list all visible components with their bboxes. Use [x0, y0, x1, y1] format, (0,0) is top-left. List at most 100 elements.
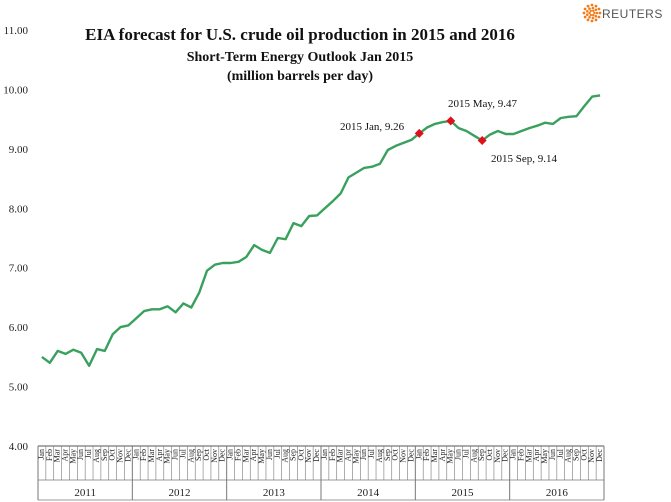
- production-line: [41, 94, 601, 367]
- logo-dot: [588, 15, 591, 19]
- year-label: 2013: [263, 487, 286, 499]
- month-tick-label: Feb: [139, 449, 148, 461]
- month-tick-label: Sep: [571, 449, 580, 461]
- reuters-logo: REUTERS: [582, 3, 663, 23]
- month-tick-label: Aug: [375, 449, 384, 463]
- month-tick-label: May: [540, 449, 549, 464]
- month-tick-label: Oct: [579, 448, 588, 460]
- month-tick-label: Jun: [548, 449, 557, 460]
- month-tick-label: Sep: [100, 449, 109, 461]
- month-tick-label: Nov: [399, 449, 408, 463]
- month-tick-label: Jan: [226, 449, 235, 460]
- annotation-may: 2015 May, 9.47: [448, 98, 517, 110]
- month-tick-label: Aug: [186, 449, 195, 463]
- month-tick-label: Dec: [312, 449, 321, 462]
- highlight-marker: [414, 128, 424, 138]
- logo-dot: [583, 15, 587, 19]
- month-tick-label: Jan: [414, 449, 423, 460]
- month-tick-label: Feb: [45, 449, 54, 461]
- logo-dot: [594, 18, 598, 22]
- month-tick-label: Mar: [524, 449, 533, 463]
- logo-dot: [593, 11, 596, 15]
- logo-dot: [592, 9, 595, 13]
- month-tick-label: Aug: [564, 449, 573, 463]
- month-tick-label: Nov: [587, 449, 596, 463]
- month-tick-label: Jun: [76, 449, 85, 460]
- y-tick-label: 8.00: [9, 203, 29, 215]
- logo-dot: [592, 13, 595, 17]
- month-tick-label: Jun: [454, 449, 463, 460]
- y-tick-label: 4.00: [9, 441, 29, 453]
- logo-dot: [586, 4, 590, 8]
- chart-title: EIA forecast for U.S. crude oil producti…: [85, 25, 515, 44]
- logo-dot: [586, 18, 590, 22]
- month-tick-label: Mar: [53, 449, 62, 463]
- month-tick-label: Jun: [265, 449, 274, 460]
- month-tick-label: Mar: [336, 449, 345, 463]
- month-tick-label: Sep: [477, 449, 486, 461]
- chart-subtitle: Short-Term Energy Outlook Jan 2015: [187, 50, 414, 65]
- annotation-sep: 2015 Sep, 9.14: [491, 153, 558, 165]
- month-tick-label: Jul: [461, 448, 470, 458]
- month-tick-label: Jul: [84, 448, 93, 458]
- logo-dot: [588, 7, 591, 10]
- month-tick-label: Nov: [210, 449, 219, 463]
- y-tick-label: 6.00: [9, 322, 29, 334]
- logo-dot: [590, 3, 594, 7]
- reuters-wordmark: REUTERS: [602, 7, 663, 21]
- year-label: 2012: [169, 487, 191, 499]
- month-tick-label: May: [446, 449, 455, 464]
- logo-dot: [588, 11, 591, 15]
- logo-dot: [597, 7, 601, 11]
- month-tick-label: Jul: [556, 448, 565, 458]
- month-tick-label: May: [257, 449, 266, 464]
- month-tick-label: Feb: [233, 449, 242, 461]
- month-tick-label: Apr: [532, 449, 541, 462]
- month-tick-label: Oct: [391, 448, 400, 460]
- reuters-logo-icon: [582, 3, 602, 23]
- month-tick-label: Apr: [61, 449, 70, 462]
- logo-dot: [586, 10, 589, 13]
- chart-units: (million barrels per day): [227, 69, 373, 84]
- month-tick-label: Aug: [469, 449, 478, 463]
- logo-dot: [591, 16, 595, 20]
- month-tick-label: Sep: [288, 449, 297, 461]
- month-tick-label: Feb: [516, 449, 525, 461]
- month-tick-label: Dec: [595, 449, 604, 462]
- month-tick-label: Jul: [367, 448, 376, 458]
- month-tick-label: Sep: [194, 449, 203, 461]
- highlight-marker: [477, 136, 487, 146]
- month-tick-label: Nov: [304, 449, 313, 463]
- logo-dot: [590, 19, 594, 23]
- month-tick-label: Oct: [485, 448, 494, 460]
- logo-dot: [598, 11, 602, 15]
- month-tick-label: Apr: [438, 449, 447, 462]
- month-tick-label: Aug: [281, 449, 290, 463]
- y-tick-label: 10.00: [3, 84, 28, 96]
- month-tick-label: Aug: [92, 449, 101, 463]
- month-tick-label: Dec: [123, 449, 132, 462]
- logo-dot: [586, 13, 589, 16]
- month-tick-label: Jan: [131, 449, 140, 460]
- y-tick-label: 11.00: [4, 25, 29, 37]
- y-tick-label: 7.00: [9, 263, 29, 275]
- month-tick-label: Apr: [344, 449, 353, 462]
- month-tick-label: Dec: [406, 449, 415, 462]
- month-tick-label: May: [351, 449, 360, 464]
- month-tick-label: Jan: [320, 449, 329, 460]
- year-label: 2016: [546, 487, 569, 499]
- month-tick-label: Sep: [383, 449, 392, 461]
- month-tick-label: Oct: [296, 448, 305, 460]
- logo-dot: [591, 6, 595, 10]
- logo-dot: [589, 13, 592, 17]
- month-tick-label: Jun: [359, 449, 368, 460]
- logo-dot: [594, 8, 598, 12]
- y-tick-label: 5.00: [9, 382, 29, 394]
- month-tick-label: Jul: [178, 448, 187, 458]
- y-tick-label: 9.00: [9, 144, 29, 156]
- logo-dot: [597, 15, 601, 19]
- month-tick-label: Apr: [249, 449, 258, 462]
- month-tick-label: Nov: [116, 449, 125, 463]
